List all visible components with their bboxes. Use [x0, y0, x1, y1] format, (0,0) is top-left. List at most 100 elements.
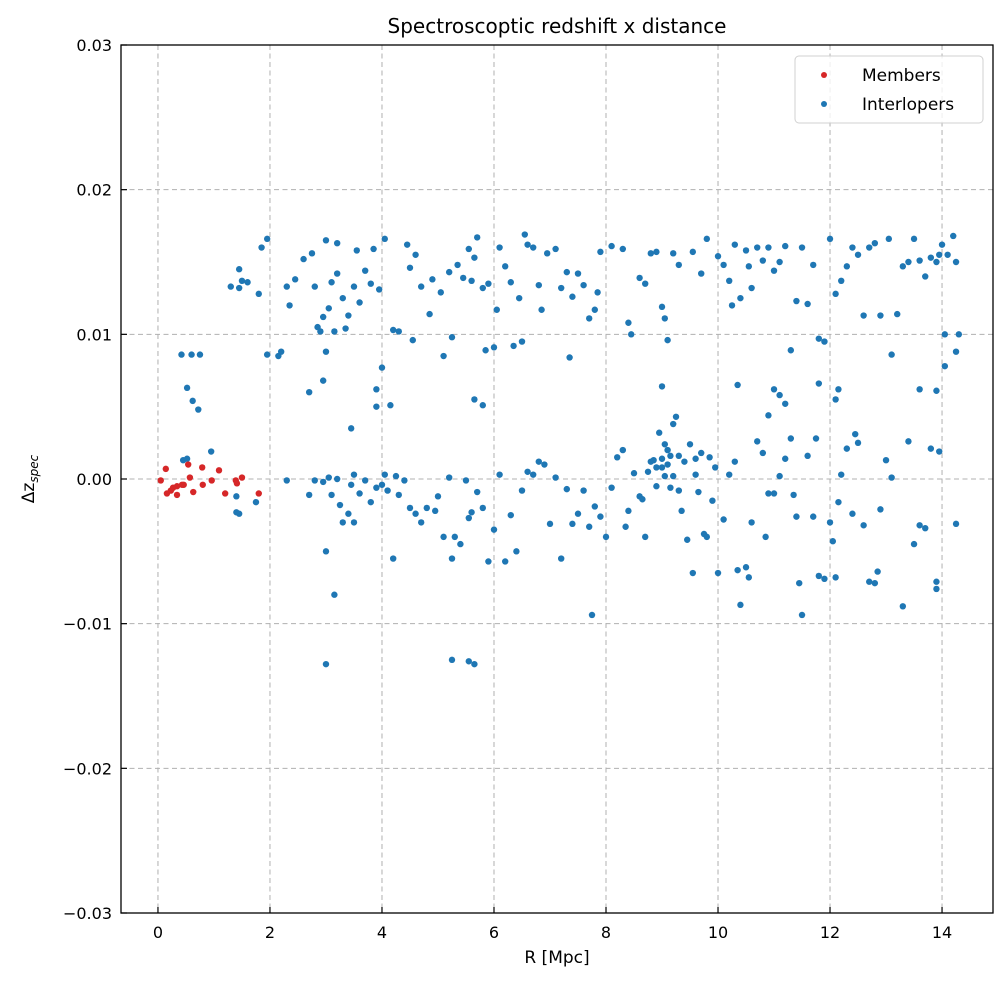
point-interlopers: [384, 487, 391, 494]
point-interlopers: [524, 241, 531, 248]
point-interlopers: [580, 281, 587, 289]
point-interlopers: [936, 251, 943, 258]
point-interlopers: [471, 660, 478, 668]
point-interlopers: [235, 266, 243, 273]
point-interlopers: [754, 244, 761, 251]
point-interlopers: [754, 438, 761, 445]
point-interlopers: [431, 507, 439, 515]
legend-label-interlopers: Interlopers: [862, 95, 954, 115]
point-interlopers: [950, 232, 957, 240]
point-interlopers: [233, 493, 240, 500]
point-interlopers: [558, 284, 565, 292]
point-interlopers: [591, 306, 599, 313]
point-interlopers: [650, 456, 657, 464]
point-interlopers: [331, 591, 338, 598]
point-interlopers: [955, 331, 963, 338]
point-interlopers: [426, 310, 433, 318]
point-interlopers: [653, 248, 660, 256]
x-tick-label: 14: [932, 923, 952, 942]
point-interlopers: [305, 491, 313, 499]
point-interlopers: [518, 338, 526, 345]
point-members: [233, 480, 241, 487]
point-interlopers: [910, 235, 918, 243]
y-tick-label: −0.02: [63, 759, 112, 778]
point-interlopers: [871, 579, 879, 587]
point-members: [255, 490, 262, 497]
point-interlopers: [566, 354, 573, 361]
point-interlopers: [356, 490, 363, 497]
point-interlopers: [521, 231, 528, 238]
point-interlopers: [392, 472, 400, 480]
point-members: [199, 464, 206, 471]
point-interlopers: [798, 244, 806, 251]
point-interlopers: [378, 481, 386, 488]
legend-label-members: Members: [862, 66, 941, 86]
point-interlopers: [765, 244, 772, 251]
legend-box: [794, 55, 984, 124]
point-interlopers: [178, 351, 185, 358]
point-interlopers: [745, 574, 753, 581]
point-interlopers: [586, 315, 593, 322]
point-interlopers: [322, 237, 330, 244]
point-interlopers: [888, 351, 895, 358]
point-interlopers: [227, 283, 234, 290]
y-tick-label: 0.02: [76, 181, 112, 200]
point-interlopers: [922, 273, 929, 280]
point-interlopers: [333, 270, 341, 277]
point-interlopers: [689, 569, 697, 577]
point-interlopers: [311, 477, 318, 484]
point-interlopers: [709, 497, 716, 504]
y-tick-label: 0.00: [76, 470, 112, 489]
point-interlopers: [513, 548, 520, 555]
point-interlopers: [471, 254, 478, 261]
point-interlopers: [350, 283, 358, 290]
point-interlopers: [311, 283, 318, 290]
y-tick-label: 0.03: [76, 36, 112, 55]
point-interlopers: [490, 526, 498, 533]
point-interlopers: [608, 242, 615, 250]
point-interlopers: [838, 277, 845, 285]
point-interlopers: [602, 533, 610, 541]
point-interlopers: [703, 235, 711, 243]
point-interlopers: [286, 302, 293, 309]
point-interlopers: [852, 430, 859, 438]
point-interlopers: [877, 312, 884, 319]
point-interlopers: [445, 268, 453, 276]
point-interlopers: [630, 470, 638, 477]
point-interlopers: [375, 286, 383, 293]
point-interlopers: [552, 245, 559, 253]
point-interlopers: [538, 306, 545, 313]
point-interlopers: [574, 270, 582, 277]
point-members: [221, 490, 229, 497]
point-interlopers: [686, 441, 694, 448]
point-interlopers: [183, 384, 191, 392]
point-members: [215, 467, 223, 474]
point-interlopers: [916, 386, 923, 393]
point-interlopers: [333, 239, 341, 247]
point-interlopers: [529, 244, 537, 251]
point-interlopers: [501, 263, 509, 270]
point-interlopers: [515, 294, 523, 302]
point-interlopers: [815, 335, 823, 342]
point-interlopers: [866, 578, 873, 585]
point-interlopers: [952, 520, 960, 528]
point-interlopers: [465, 514, 472, 522]
point-interlopers: [625, 507, 632, 515]
point-interlopers: [765, 412, 772, 419]
point-interlopers: [574, 510, 582, 517]
point-members: [208, 477, 215, 484]
point-interlopers: [748, 519, 755, 526]
point-interlopers: [667, 484, 674, 491]
point-interlopers: [485, 280, 492, 287]
point-interlopers: [423, 504, 430, 512]
point-interlopers: [796, 579, 803, 587]
point-interlopers: [664, 461, 671, 468]
point-interlopers: [712, 464, 719, 471]
point-interlopers: [333, 475, 341, 483]
point-interlopers: [815, 380, 823, 387]
point-interlopers: [367, 498, 374, 506]
point-interlopers: [670, 250, 677, 257]
point-interlopers: [580, 487, 587, 494]
point-interlopers: [644, 468, 652, 475]
